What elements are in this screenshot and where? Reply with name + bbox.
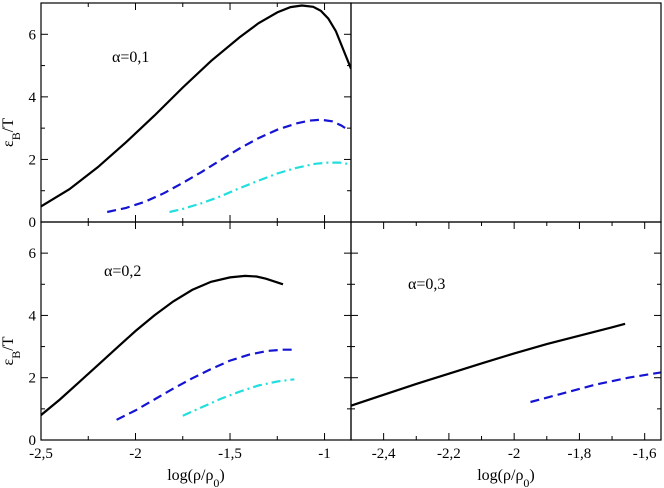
y-tick-label: 0: [29, 215, 37, 231]
panel-frame: [350, 221, 662, 441]
panel-frame: [40, 221, 352, 441]
y-axis-label: εB/T: [0, 336, 23, 365]
panel-frame: [40, 2, 352, 223]
x-tick-label: -1,8: [568, 446, 592, 462]
y-tick-label: 2: [29, 152, 37, 168]
y-tick-label: 4: [29, 90, 37, 106]
y-tick-label: 4: [29, 308, 37, 324]
x-tick-label: -2,2: [437, 446, 461, 462]
x-tick-label: -1,6: [633, 446, 657, 462]
y-tick-label: 6: [29, 246, 37, 262]
x-axis-label: log(ρ/ρ0): [167, 467, 225, 488]
x-tick-label: -2,5: [29, 446, 53, 462]
series-cyan-line: [182, 378, 295, 417]
series-black-line: [41, 274, 284, 416]
x-axis-label-part: ): [219, 467, 224, 484]
x-axis-label-part: log(ρ/ρ: [477, 467, 523, 484]
panel-top-left: 0 2 4 6 α=0,1 εB/T: [0, 2, 352, 231]
y-axis-label-part: ε: [0, 358, 17, 365]
annotation-label: α=0,3: [408, 276, 445, 293]
annotation-label: α=0,2: [104, 263, 141, 280]
series-black-line: [41, 4, 351, 208]
x-tick-label: -1: [318, 446, 331, 462]
x-axis-label-part: ): [529, 467, 534, 484]
series-blue-line: [530, 371, 661, 404]
panel-bottom-right: -2,4 -2,2 -2 -1,8 -1,6 α=0,3 log(ρ/ρ0): [350, 221, 662, 488]
y-axis-label-part: /T: [0, 336, 17, 350]
annotation-label: α=0,1: [112, 49, 149, 66]
y-axis-label: εB/T: [0, 118, 23, 147]
y-axis-label-part: B: [9, 351, 23, 359]
x-tick-label: -2,4: [372, 446, 396, 462]
y-axis-label-part: ε: [0, 140, 17, 147]
y-tick-label: 0: [29, 433, 37, 449]
panel-top-right: [350, 2, 662, 223]
x-tick-label: -2: [508, 446, 521, 462]
series-blue-line: [106, 118, 350, 214]
y-axis-label-part: B: [9, 132, 23, 140]
x-axis-label-part: log(ρ/ρ: [167, 467, 213, 484]
series-cyan-line: [169, 161, 350, 214]
x-tick-label: -2: [129, 446, 142, 462]
x-axis-label: log(ρ/ρ0): [477, 467, 535, 488]
x-axis-label-part: 0: [523, 476, 529, 488]
x-tick-label: -1,5: [218, 446, 242, 462]
series-blue-line: [116, 348, 295, 421]
y-tick-label: 2: [29, 371, 37, 387]
series-black-line: [351, 322, 626, 407]
x-axis-label-part: 0: [213, 476, 219, 488]
y-axis-label-part: /T: [0, 118, 17, 132]
y-tick-label: 6: [29, 27, 37, 43]
panel-frame: [350, 2, 662, 223]
